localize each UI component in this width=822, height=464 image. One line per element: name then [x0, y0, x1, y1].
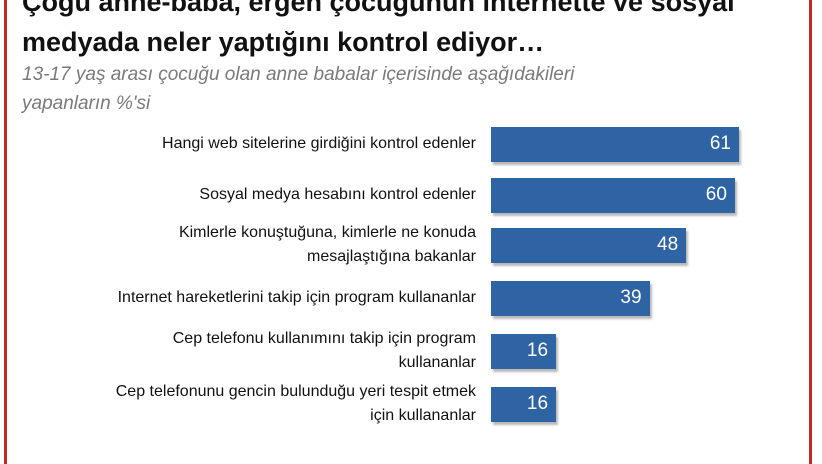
bar-value-label: 60	[705, 183, 727, 205]
category-label: Hangi web sitelerine girdiğini kontrol e…	[20, 132, 476, 156]
chart-title-line-2: medyada neler yaptığını kontrol ediyor…	[22, 27, 545, 57]
bar-value-label: 61	[709, 132, 731, 154]
category-label-line: için kullananlar	[370, 407, 476, 424]
bar-value-label: 16	[526, 339, 549, 361]
bar-value-label: 48	[657, 233, 679, 255]
category-label-line: Internet hareketlerini takip için progra…	[117, 289, 476, 306]
category-label: Cep telefonu kullanımını takip için prog…	[20, 327, 476, 375]
category-label-line: Sosyal medya hesabını kontrol edenler	[199, 186, 476, 203]
bar	[491, 280, 650, 316]
category-label: Sosyal medya hesabını kontrol edenler	[20, 183, 476, 207]
category-label-line: mesajlaştığına bakanlar	[307, 248, 476, 265]
category-label-line: Hangi web sitelerine girdiğini kontrol e…	[162, 135, 476, 152]
category-label: Kimlerle konuştuğuna, kimlerle ne konuda…	[20, 221, 476, 269]
category-label-line: Cep telefonu kullanımını takip için prog…	[172, 330, 476, 347]
category-label-line: Cep telefonunu gencin bulunduğu yeri tes…	[115, 383, 476, 400]
chart-subtitle: 13-17 yaş arası çocuğu olan anne babalar…	[22, 60, 742, 118]
chart-frame	[4, 0, 812, 464]
bar-value-label: 39	[620, 286, 642, 308]
category-label: Internet hareketlerini takip için progra…	[20, 286, 476, 310]
bar	[491, 126, 739, 162]
chart-title-line-1: Çoğu anne-baba, ergen çocuğunun internet…	[22, 0, 735, 17]
bar	[491, 227, 687, 263]
chart-subtitle-line-2: yapanların %'si	[22, 93, 151, 114]
bar	[491, 177, 735, 213]
category-label-line: Kimlerle konuştuğuna, kimlerle ne konuda	[178, 224, 476, 241]
bar-chart: Hangi web sitelerine girdiğini kontrol e…	[20, 126, 739, 428]
bar	[491, 386, 557, 422]
bar	[491, 333, 557, 369]
chart-title: Çoğu anne-baba, ergen çocuğunun internet…	[22, 0, 812, 62]
category-label: Cep telefonunu gencin bulunduğu yeri tes…	[20, 380, 476, 428]
chart-subtitle-line-1: 13-17 yaş arası çocuğu olan anne babalar…	[22, 64, 575, 85]
category-label-line: kullananlar	[398, 354, 476, 371]
bar-value-label: 16	[526, 392, 549, 414]
